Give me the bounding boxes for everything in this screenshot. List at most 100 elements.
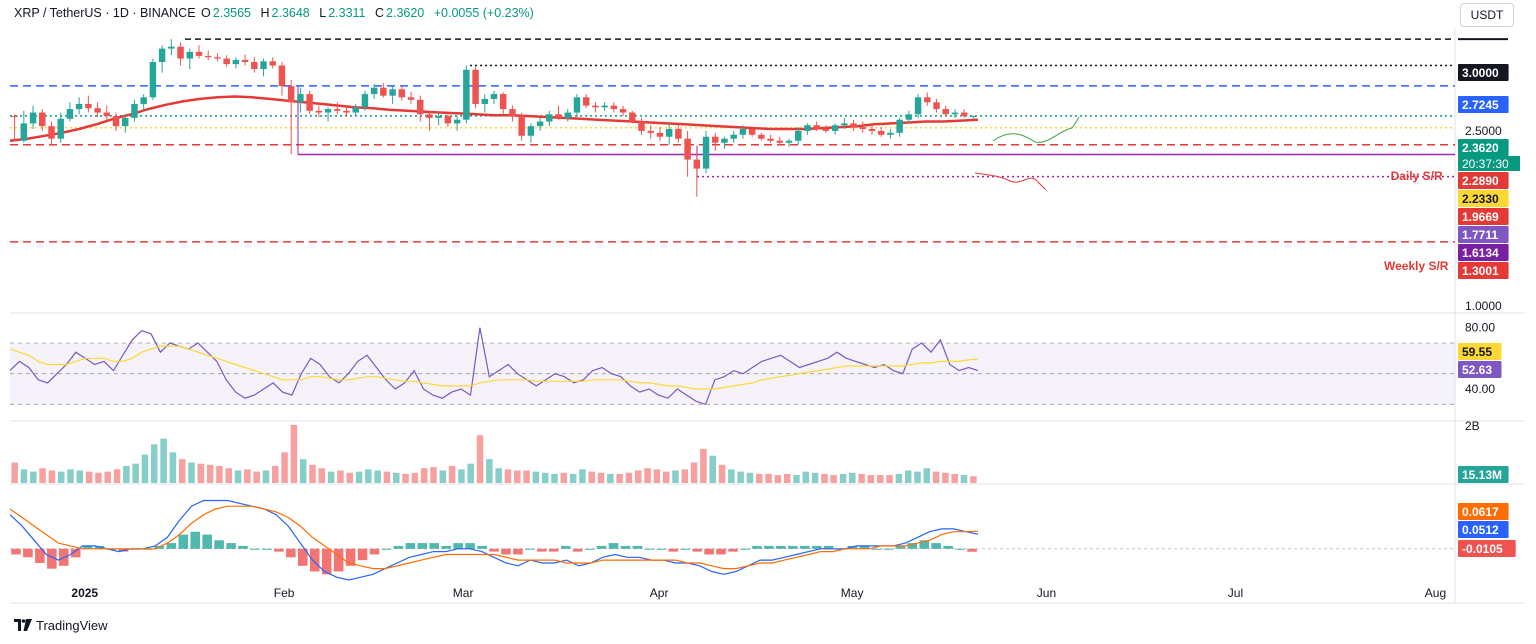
x-tick-label: May (841, 586, 864, 600)
candle-body (204, 55, 212, 58)
volume-bar (57, 471, 65, 483)
candle-body (850, 123, 857, 128)
macd-histogram-bar (572, 548, 583, 552)
volume-bar (597, 472, 605, 483)
volume-bar (132, 463, 139, 483)
price-tag-bg (1458, 139, 1509, 156)
macd-histogram-bar (513, 548, 523, 555)
candle-body (499, 94, 507, 110)
macd-histogram-bar (202, 534, 212, 549)
volume-bar (448, 465, 456, 483)
macd-histogram-bar (584, 548, 595, 550)
volume-bar (20, 469, 28, 483)
macd-tag: 0.0512 (1462, 523, 1499, 537)
volume-bar (411, 472, 419, 483)
close-value: 2.3620 (386, 6, 425, 20)
candle-body (177, 46, 184, 59)
candle-body (638, 121, 645, 131)
candle-body (380, 87, 387, 96)
volume-bar (960, 475, 968, 483)
macd-histogram-bar (883, 548, 894, 550)
macd-histogram-bar (465, 543, 475, 549)
candle-body (297, 94, 304, 103)
macd-histogram-bar (381, 548, 392, 550)
volume-bar (290, 425, 298, 483)
macd-histogram-bar (907, 543, 918, 549)
candle-body (444, 116, 452, 124)
candle-body (490, 94, 498, 99)
candle-body (260, 61, 267, 70)
volume-bar (476, 435, 484, 483)
tradingview-logo-icon[interactable] (14, 619, 32, 634)
volume-bar (85, 471, 93, 483)
macd-histogram-bar (895, 545, 906, 549)
macd-histogram-bar (620, 545, 631, 549)
macd-histogram-bar (417, 543, 428, 549)
macd-histogram-bar (704, 548, 714, 555)
candle-body (131, 103, 138, 118)
currency-button[interactable]: USDT (1460, 3, 1514, 27)
candle-body (573, 97, 581, 113)
volume-bar (39, 468, 46, 483)
candle-body (684, 138, 691, 160)
macd-histogram-bar (441, 545, 451, 549)
symbol-label[interactable]: XRP / TetherUS · 1D · BINANCE (14, 6, 196, 20)
candle-body (951, 112, 959, 115)
candle-body (970, 115, 977, 117)
signal-tag-bg (1458, 503, 1509, 520)
macd-histogram-bar (823, 545, 834, 549)
volume-bar (737, 471, 744, 483)
candle-body (960, 112, 968, 117)
volume-bar (402, 473, 409, 483)
candle-body (140, 97, 147, 104)
volume-bar (635, 470, 642, 483)
candle-body (610, 105, 618, 110)
open-label: O (201, 6, 211, 20)
y-tick-label: 1.0000 (1465, 299, 1502, 313)
macd-histogram-bar (393, 545, 404, 549)
macd-histogram-bar (35, 548, 45, 563)
candle-body (251, 62, 258, 70)
volume-bar (653, 469, 661, 483)
volume-bar (886, 475, 893, 483)
candle-body (841, 123, 848, 126)
candle-body (795, 130, 802, 141)
macd-histogram-bar (811, 545, 822, 549)
candle-body (168, 46, 175, 49)
candle-body (905, 114, 913, 120)
high-value: 2.3648 (271, 6, 310, 20)
candle-body (66, 109, 74, 119)
macd-histogram-bar (596, 545, 607, 549)
candle-body (813, 125, 820, 129)
volume-bar (756, 473, 763, 483)
macd-histogram-bar (23, 548, 33, 558)
macd-histogram-bar (955, 548, 965, 550)
high-label: H (260, 6, 270, 20)
rsi-tag-bg (1458, 361, 1502, 378)
x-tick-label: Aug (1425, 586, 1446, 600)
macd-histogram-bar (537, 548, 547, 552)
volume-bar (225, 468, 232, 483)
chart-canvas[interactable]: 2.5000 1.0000 3.0000 2.7245 2.3620 20:37:30 2.… (0, 0, 1536, 612)
candle-body (758, 134, 765, 139)
volume-bar (970, 476, 977, 483)
candle-body (527, 126, 535, 136)
x-tick-label: Jun (1037, 586, 1056, 600)
macd-histogram-bar (501, 548, 511, 555)
macd-histogram-bar (931, 543, 941, 549)
level-tag: Weekly S/R (1384, 259, 1449, 273)
volume-bar (216, 465, 223, 483)
countdown-timer: 20:37:30 (1462, 157, 1509, 171)
volume-bar (783, 473, 791, 483)
macd-histogram-bar (799, 545, 810, 549)
level-tag: Daily S/R (1391, 169, 1443, 183)
macd-histogram-bar (11, 548, 21, 555)
candle-body (481, 98, 489, 104)
volume-bar (299, 459, 307, 483)
volume-bar (811, 472, 819, 483)
volume-bar (579, 469, 586, 483)
candle-body (278, 65, 286, 87)
volume-bar (607, 473, 614, 483)
volume-bar (830, 475, 837, 483)
x-tick-label: Feb (274, 586, 295, 600)
